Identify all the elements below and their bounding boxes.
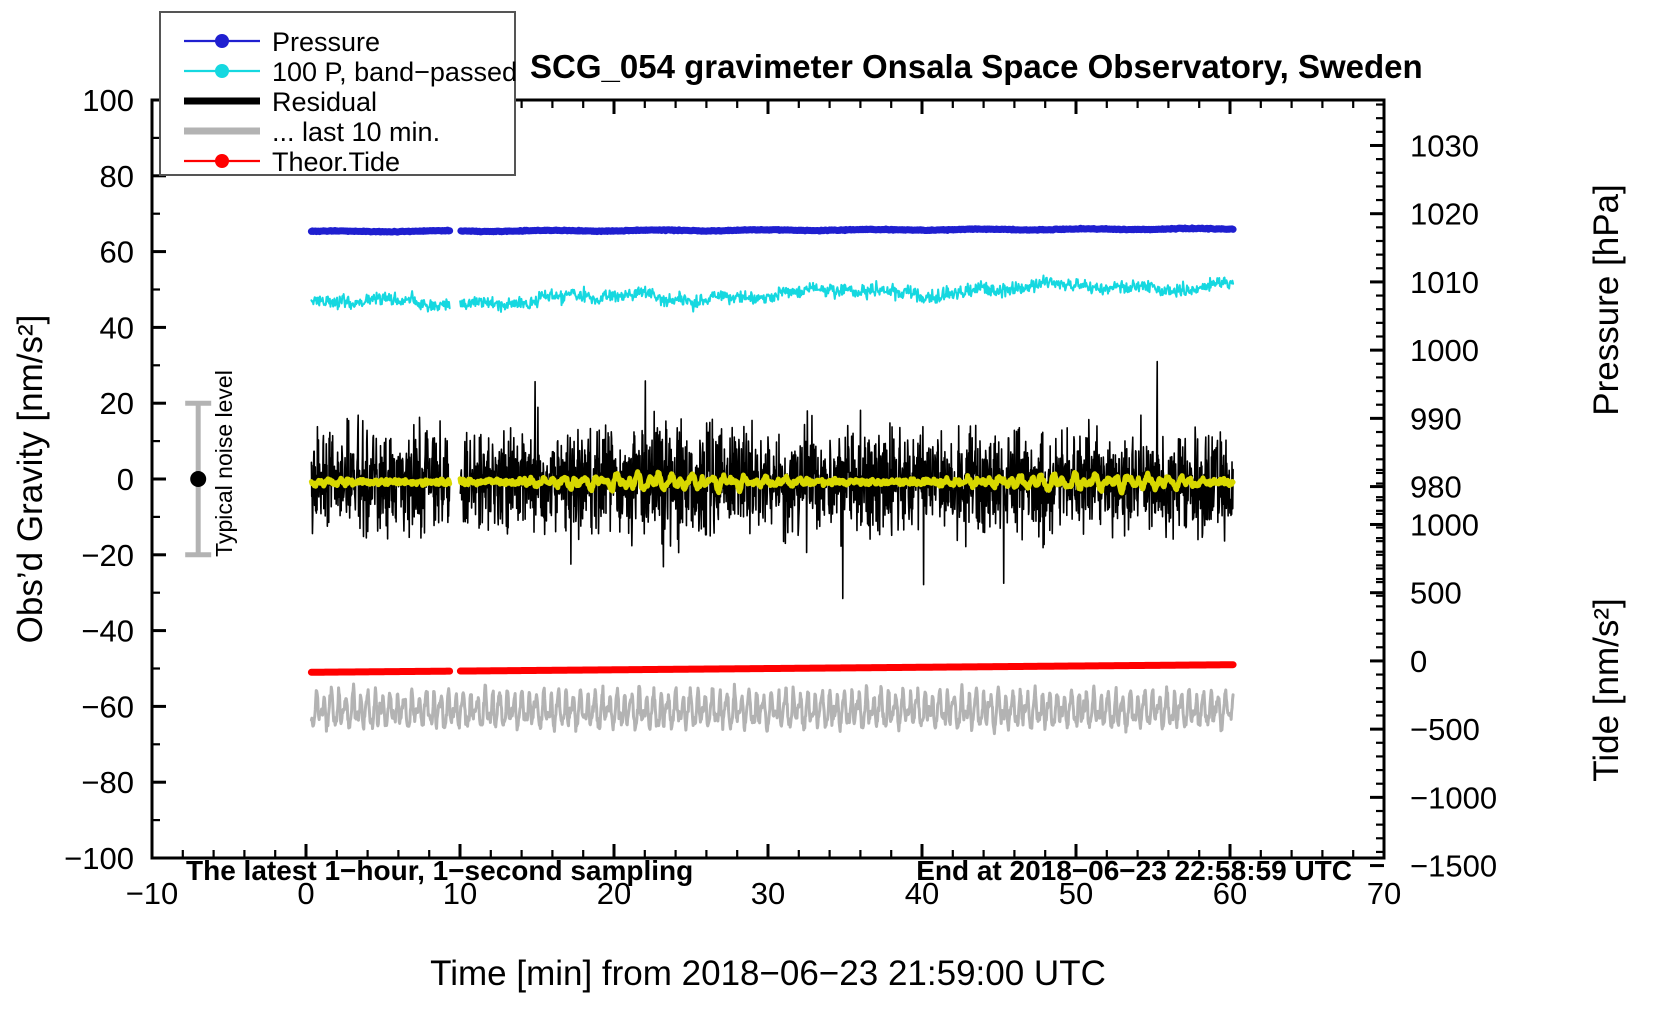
legend-item-label: ... last 10 min. (272, 117, 440, 147)
x-axis-ticks (150, 100, 1386, 858)
y-left-tick-label: 80 (100, 159, 134, 194)
series-residual-smoothed (457, 469, 1236, 496)
x-tick-label: 0 (297, 876, 314, 911)
y-left-tick-label: −100 (64, 841, 134, 876)
series-pressure (457, 224, 1237, 236)
data-traces (307, 224, 1237, 736)
y-left-axis-tick-labels: 100 80 60 40 20 0 −20 −40 −60 −80 −100 (64, 83, 134, 876)
tide-tick-label: −1000 (1410, 780, 1497, 815)
x-tick-label: 20 (597, 876, 631, 911)
y-left-tick-label: −40 (81, 614, 134, 649)
noise-level-label: Typical noise level (211, 370, 237, 557)
y-right-axis-ticks (1370, 103, 1384, 868)
x-tick-label: 60 (1213, 876, 1247, 911)
tide-tick-label: 0 (1410, 644, 1427, 679)
pressure-tick-label: 1000 (1410, 333, 1479, 368)
y-left-tick-label: 100 (82, 83, 134, 118)
pressure-tick-label: 1020 (1410, 197, 1479, 232)
x-tick-label: −10 (126, 876, 179, 911)
series-pressure-bandpassed (459, 274, 1235, 313)
footer-right-note: End at 2018−06−23 22:58:59 UTC (916, 855, 1352, 886)
noise-center-point (190, 471, 207, 487)
x-tick-label: 50 (1059, 876, 1093, 911)
x-axis-title: Time [min] from 2018−06−23 21:59:00 UTC (430, 954, 1106, 993)
series-residual (459, 360, 1234, 600)
y-left-tick-label: −80 (81, 765, 134, 800)
y-left-tick-label: −20 (81, 538, 134, 573)
series-theoretical-tide (307, 667, 454, 676)
tide-tick-label: 500 (1410, 576, 1462, 611)
tide-axis-title: Tide [nm/s²] (1587, 598, 1626, 781)
y-left-tick-label: 0 (117, 462, 134, 497)
typical-noise-level-annotation: Typical noise level (185, 370, 237, 558)
y-left-tick-label: 40 (100, 310, 134, 345)
tide-tick-label: −1500 (1410, 849, 1497, 884)
y-left-tick-label: −60 (81, 689, 134, 724)
series-last-10-min (309, 682, 1235, 736)
series-pressure-bandpassed (310, 290, 451, 313)
pressure-axis-tick-labels: 1030 1020 1010 1000 990 980 (1410, 128, 1479, 504)
legend-marker-dot (215, 34, 229, 48)
pressure-tick-label: 980 (1410, 470, 1462, 505)
legend-item-label: Pressure (272, 27, 380, 57)
legend-item-label: 100 P, band−passed (272, 57, 517, 87)
pressure-axis-title: Pressure [hPa] (1587, 184, 1626, 416)
series-residual-smoothed (308, 475, 453, 489)
page-title: SCG_054 gravimeter Onsala Space Observat… (530, 48, 1423, 85)
pressure-tick-label: 1030 (1410, 128, 1479, 163)
legend-item-label: Theor.Tide (272, 147, 400, 177)
x-tick-label: 70 (1367, 876, 1401, 911)
series-pressure (307, 226, 454, 236)
x-tick-label: 30 (751, 876, 785, 911)
x-axis-tick-labels: −10 0 10 20 30 40 50 60 70 (126, 876, 1402, 911)
footer-left-note: The latest 1−hour, 1−second sampling (186, 855, 693, 886)
tide-tick-label: 1000 (1410, 507, 1479, 542)
tide-axis-tick-labels: 1000 500 0 −500 −1000 −1500 (1410, 507, 1497, 883)
pressure-tick-label: 1010 (1410, 265, 1479, 300)
x-tick-label: 40 (905, 876, 939, 911)
pressure-tick-label: 990 (1410, 401, 1462, 436)
y-left-tick-label: 20 (100, 386, 134, 421)
series-theoretical-tide (456, 661, 1237, 675)
legend-marker-dot (215, 154, 229, 168)
x-tick-label: 10 (443, 876, 477, 911)
tide-tick-label: −500 (1410, 712, 1480, 747)
legend-item-label: Residual (272, 87, 377, 117)
y-left-tick-label: 60 (100, 235, 134, 270)
y-left-axis-title: Obs’d Gravity [nm/s²] (11, 315, 50, 644)
y-left-axis-ticks (152, 98, 166, 860)
series-residual (310, 414, 451, 540)
legend-marker-dot (215, 64, 229, 78)
